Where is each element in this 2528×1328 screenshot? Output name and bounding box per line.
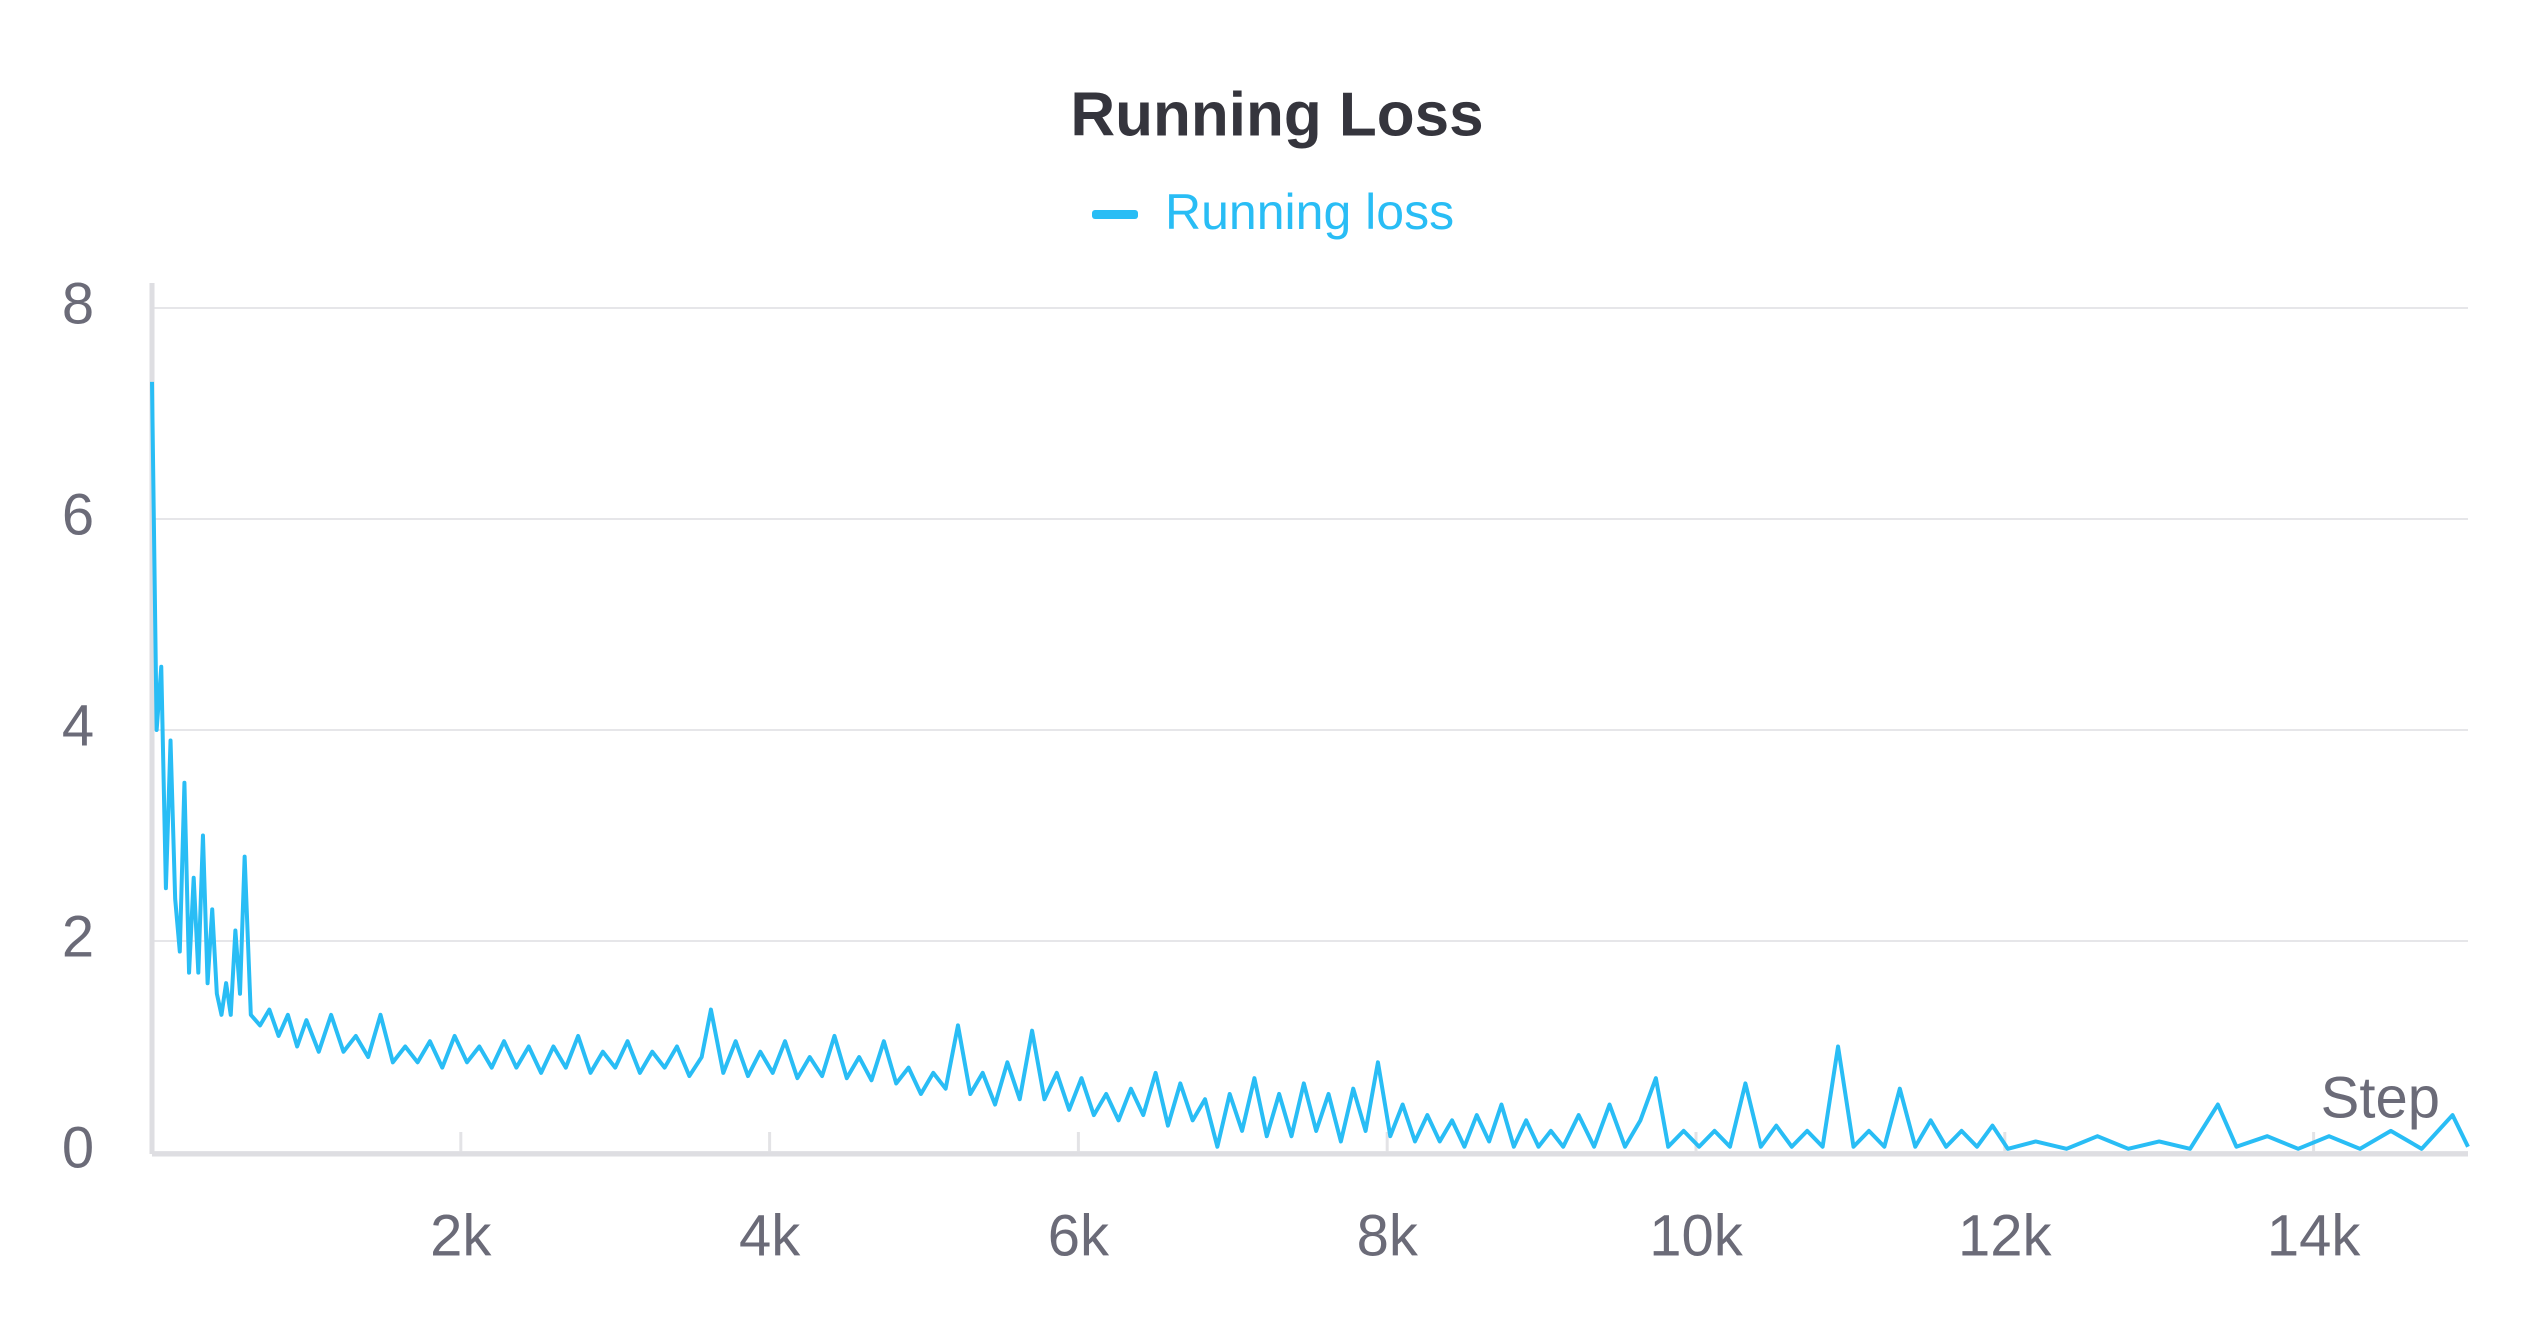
x-axis-label: Step — [2321, 1065, 2440, 1130]
x-tick-label: 4k — [739, 1203, 801, 1268]
y-tick-label: 2 — [62, 904, 94, 969]
x-tick-label: 8k — [1357, 1203, 1419, 1268]
x-tick-label: 2k — [430, 1203, 492, 1268]
y-tick-label: 0 — [62, 1115, 94, 1180]
y-tick-label: 8 — [62, 271, 94, 336]
y-tick-label: 4 — [62, 693, 94, 758]
y-tick-label: 6 — [62, 482, 94, 547]
line-series — [150, 381, 2470, 1151]
chart-title: Running Loss — [1070, 80, 1483, 149]
x-tick-label: 6k — [1048, 1203, 1110, 1268]
legend-label: Running loss — [1165, 184, 1454, 240]
legend-swatch — [1092, 210, 1138, 219]
legend: Running loss — [1092, 184, 1454, 240]
x-tick-label: 14k — [2267, 1203, 2362, 1268]
x-tick-label: 12k — [1958, 1203, 2053, 1268]
x-tick-label: 10k — [1649, 1203, 1744, 1268]
